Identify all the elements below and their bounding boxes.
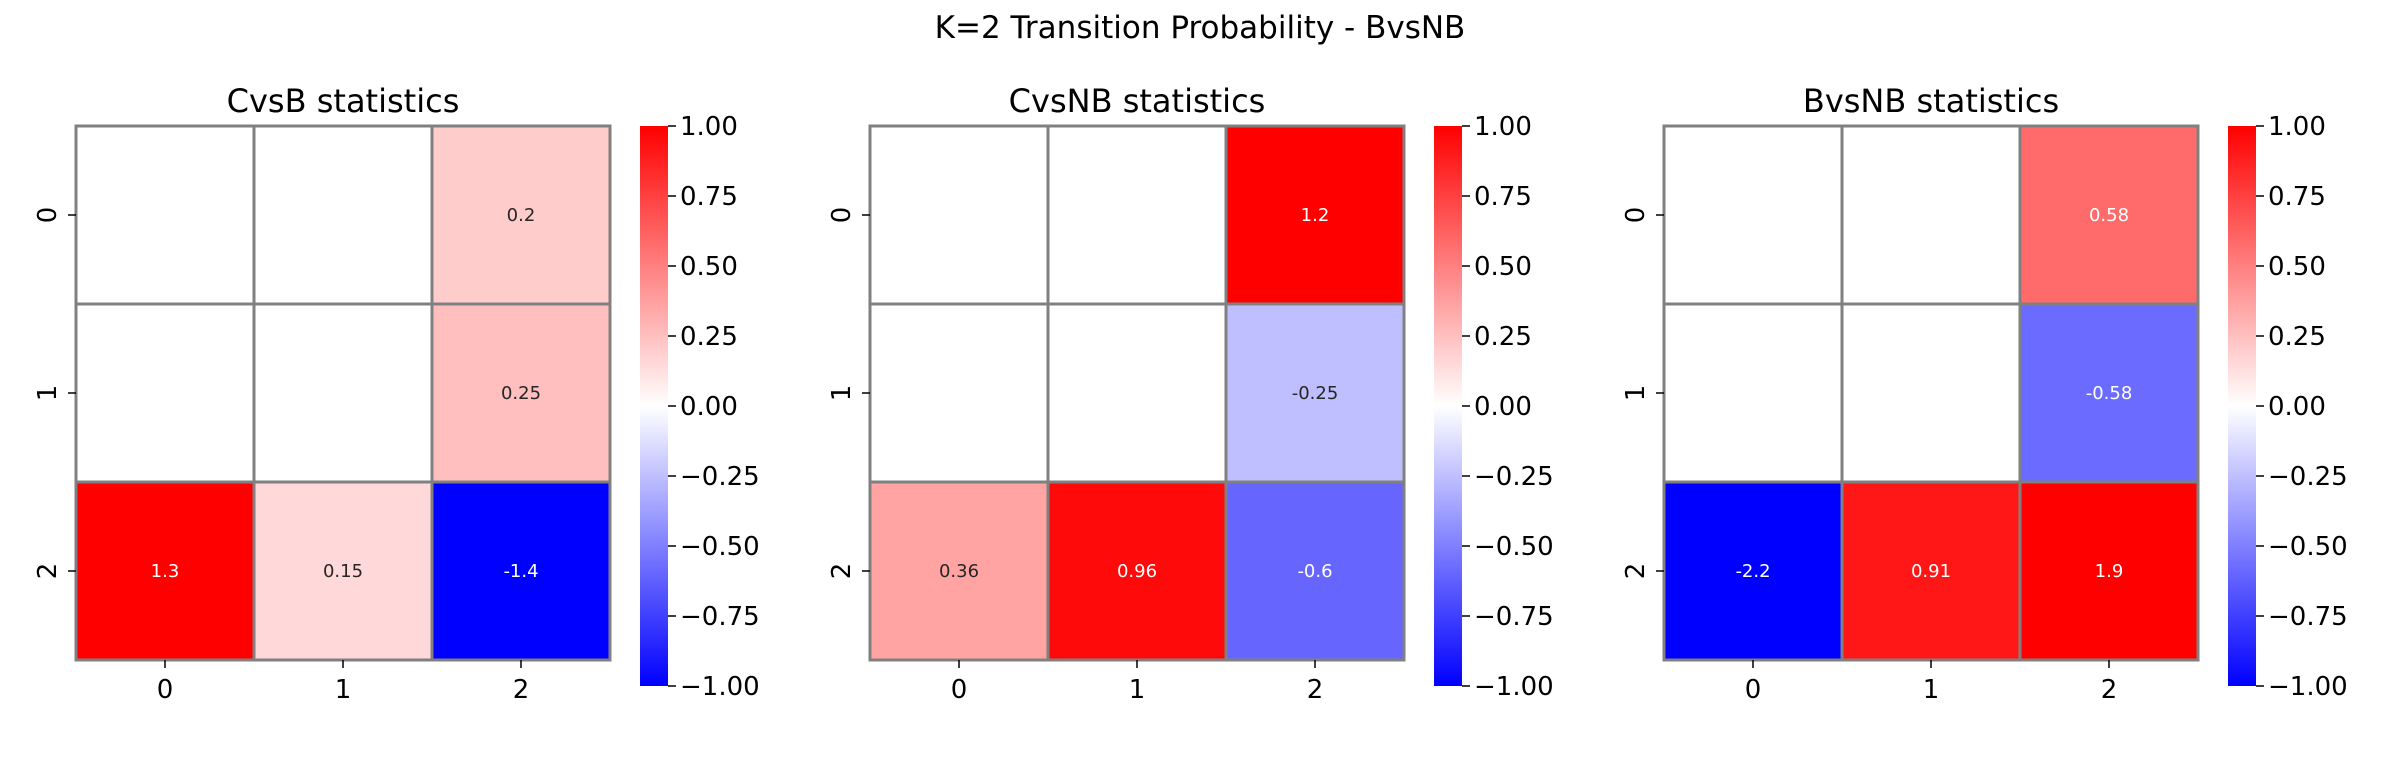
heatmap-panel-1: CvsNB statistics 1.2 -0.25 0.36 0.96 -0.6 0 1 2 0… — [827, 82, 1554, 705]
colorbar-tick-label: −0.50 — [2268, 532, 2348, 562]
colorbar — [1434, 126, 1462, 686]
colorbar-tick-label: 0.25 — [680, 322, 738, 352]
colorbar-tick-label: 0.75 — [1474, 182, 1532, 212]
heatmap-cell — [1046, 480, 1228, 662]
heatmap-cell — [74, 124, 256, 306]
colorbar-tick-label: 0.50 — [680, 252, 738, 282]
heatmap-cell — [430, 124, 612, 306]
heatmap-panel-2: BvsNB statistics 0.58 -0.58 -2.2 0.91 1.9 0 1 2 0… — [1621, 82, 2348, 705]
cell-value-label: -2.2 — [1735, 561, 1770, 582]
heatmap-cell — [74, 480, 256, 662]
y-tick-label: 2 — [1621, 563, 1651, 580]
y-tick-label: 2 — [827, 563, 857, 580]
heatmap-cell — [252, 124, 434, 306]
colorbar-tick-label: −0.50 — [1474, 532, 1554, 562]
colorbar-tick-label: 0.75 — [680, 182, 738, 212]
cell-value-label: 0.91 — [1911, 561, 1951, 582]
colorbar-tick-label: −0.50 — [680, 532, 760, 562]
heatmap-cell — [1224, 480, 1406, 662]
figure-suptitle: K=2 Transition Probability - BvsNB — [935, 10, 1466, 46]
colorbar — [640, 126, 668, 686]
colorbar-tick-label: 1.00 — [1474, 112, 1532, 142]
colorbar-tick-label: 0.75 — [2268, 182, 2326, 212]
x-tick-label: 1 — [1129, 675, 1146, 705]
colorbar-tick-label: −0.25 — [2268, 462, 2348, 492]
heatmap-cell — [1840, 302, 2022, 484]
colorbar-tick-label: 0.50 — [1474, 252, 1532, 282]
cell-value-label: 0.96 — [1117, 561, 1157, 582]
colorbar-tick-label: −0.25 — [680, 462, 760, 492]
heatmap-cell — [1046, 124, 1228, 306]
heatmap-cell — [430, 302, 612, 484]
cell-value-label: 1.9 — [2095, 561, 2124, 582]
cell-value-label: 0.25 — [501, 383, 541, 404]
colorbar-tick-label: 0.25 — [2268, 322, 2326, 352]
colorbar-tick-label: −0.75 — [1474, 602, 1554, 632]
x-tick-label: 0 — [1745, 675, 1762, 705]
cell-value-label: 1.2 — [1301, 205, 1330, 226]
heatmap-cell — [1662, 124, 1844, 306]
colorbar-tick-label: −1.00 — [1474, 672, 1554, 702]
heatmap-cell — [868, 480, 1050, 662]
cell-value-label: -0.6 — [1297, 561, 1332, 582]
y-tick-label: 1 — [827, 385, 857, 402]
heatmap-title: BvsNB statistics — [1803, 82, 2059, 120]
y-tick-label: 0 — [33, 207, 63, 224]
cell-value-label: 0.2 — [507, 205, 536, 226]
heatmap-cell — [868, 302, 1050, 484]
heatmap-cell — [1046, 302, 1228, 484]
heatmap-panel-0: CvsB statistics 0.2 0.25 1.3 0.15 -1.4 0 1 2 0 1 2 1… — [33, 82, 760, 705]
heatmap-title: CvsB statistics — [227, 82, 460, 120]
colorbar-tick-label: 0.00 — [680, 392, 738, 422]
colorbar-tick-label: 1.00 — [2268, 112, 2326, 142]
cell-value-label: 0.58 — [2089, 205, 2129, 226]
cell-value-label: -0.25 — [1292, 383, 1339, 404]
cell-value-label: -0.58 — [2086, 383, 2133, 404]
colorbar-tick-label: −0.75 — [2268, 602, 2348, 632]
y-tick-label: 0 — [827, 207, 857, 224]
heatmap-cell — [1840, 480, 2022, 662]
cell-value-label: 1.3 — [151, 561, 180, 582]
heatmap-cell — [2018, 124, 2200, 306]
colorbar-tick-label: 0.50 — [2268, 252, 2326, 282]
x-tick-label: 2 — [1307, 675, 1324, 705]
colorbar-tick-label: −0.25 — [1474, 462, 1554, 492]
colorbar-tick-label: 0.25 — [1474, 322, 1532, 352]
colorbar — [2228, 126, 2256, 686]
cell-value-label: 0.36 — [939, 561, 979, 582]
colorbar-tick-label: 0.00 — [2268, 392, 2326, 422]
heatmap-title: CvsNB statistics — [1009, 82, 1266, 120]
heatmap-cell — [252, 302, 434, 484]
y-tick-label: 1 — [33, 385, 63, 402]
heatmap-cell — [1662, 302, 1844, 484]
y-tick-label: 1 — [1621, 385, 1651, 402]
x-tick-label: 0 — [157, 675, 174, 705]
x-tick-label: 1 — [335, 675, 352, 705]
x-tick-label: 0 — [951, 675, 968, 705]
colorbar-tick-label: −0.75 — [680, 602, 760, 632]
colorbar-tick-label: −1.00 — [2268, 672, 2348, 702]
y-tick-label: 0 — [1621, 207, 1651, 224]
heatmap-cell — [74, 302, 256, 484]
heatmap-cell — [1840, 124, 2022, 306]
colorbar-tick-label: 0.00 — [1474, 392, 1532, 422]
y-tick-label: 2 — [33, 563, 63, 580]
colorbar-tick-label: 1.00 — [680, 112, 738, 142]
heatmap-cell — [868, 124, 1050, 306]
heatmap-cell — [2018, 302, 2200, 484]
heatmap-cell — [1662, 480, 1844, 662]
x-tick-label: 2 — [2101, 675, 2118, 705]
x-tick-label: 1 — [1923, 675, 1940, 705]
x-tick-label: 2 — [513, 675, 530, 705]
colorbar-tick-label: −1.00 — [680, 672, 760, 702]
cell-value-label: -1.4 — [503, 561, 538, 582]
cell-value-label: 0.15 — [323, 561, 363, 582]
